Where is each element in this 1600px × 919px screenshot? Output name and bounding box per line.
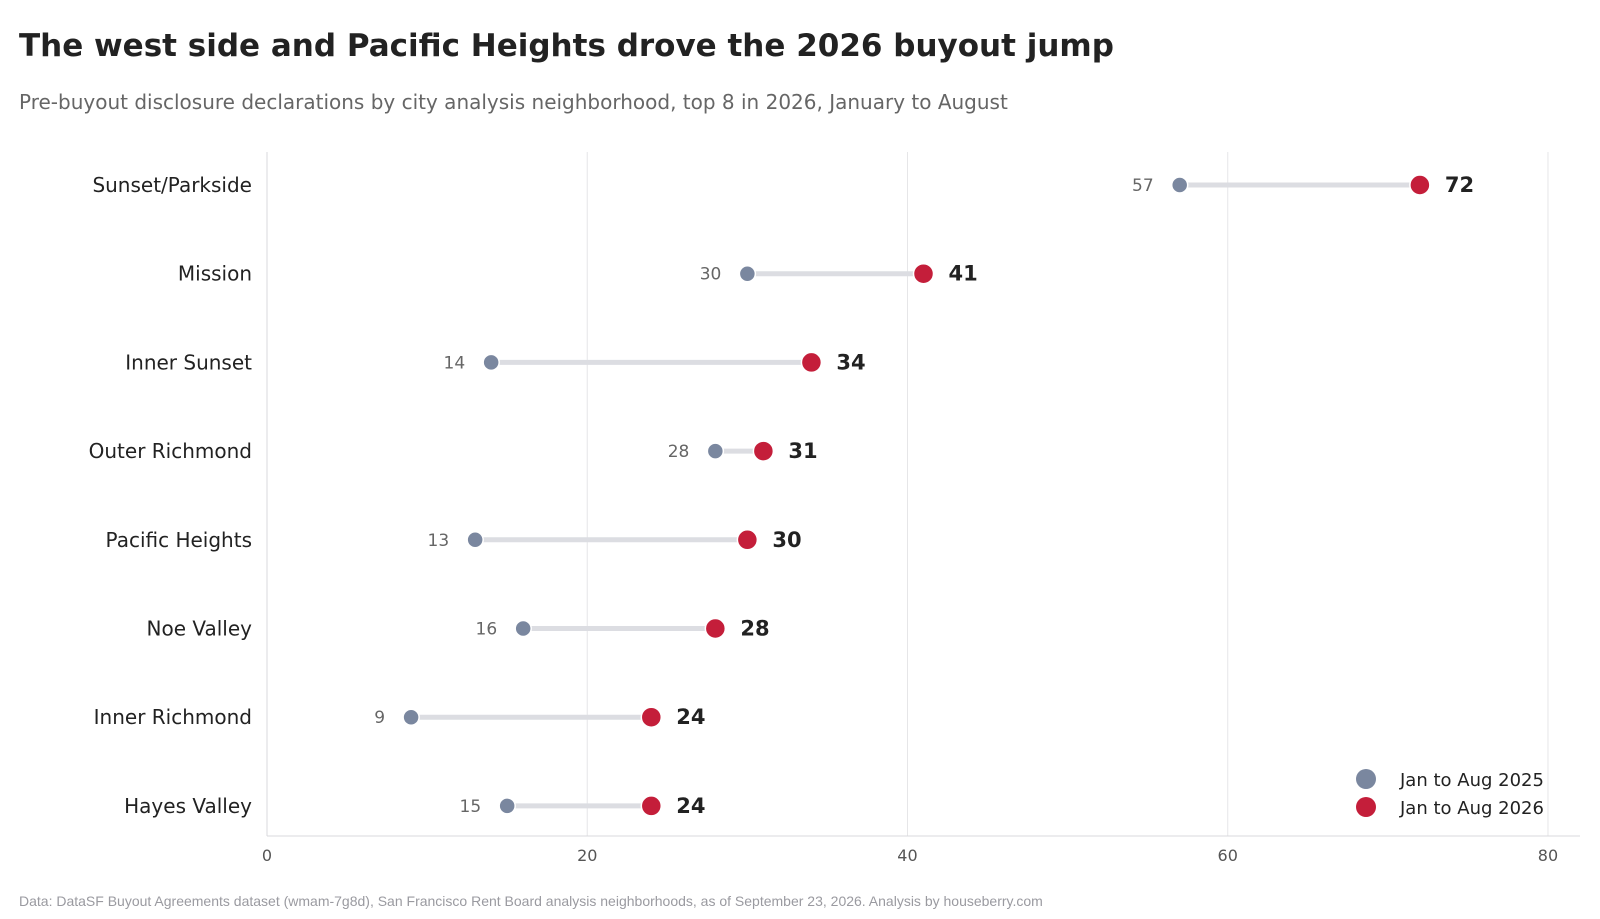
category-label: Sunset/Parkside: [92, 173, 252, 197]
point-2025: [498, 797, 516, 815]
x-tick-label: 0: [262, 846, 272, 865]
legend-label-2025: Jan to Aug 2025: [1399, 770, 1544, 791]
value-label-2026: 34: [836, 350, 865, 374]
point-2026: [912, 262, 935, 285]
category-label: Inner Sunset: [125, 350, 252, 374]
x-tick-label: 60: [1218, 846, 1238, 865]
chart-subtitle: Pre-buyout disclosure declarations by ci…: [19, 90, 1008, 114]
value-label-2026: 28: [740, 617, 769, 641]
point-2026: [736, 529, 759, 551]
value-label-2026: 41: [949, 262, 978, 286]
point-2025: [482, 353, 500, 372]
point-2026: [800, 351, 823, 374]
point-2026: [1409, 174, 1431, 196]
category-label: Hayes Valley: [124, 794, 252, 818]
category-label: Outer Richmond: [89, 439, 252, 463]
x-tick-label: 20: [577, 846, 597, 865]
value-label-2025: 28: [668, 442, 690, 462]
value-label-2026: 30: [772, 528, 801, 552]
point-2026: [752, 440, 775, 462]
x-tick-label: 80: [1538, 846, 1558, 865]
x-tick-label: 40: [897, 846, 917, 865]
source-note: Data: DataSF Buyout Agreements dataset (…: [19, 893, 1043, 909]
point-2025: [706, 442, 725, 460]
value-label-2026: 72: [1445, 173, 1474, 197]
point-2026: [640, 795, 663, 817]
value-label-2025: 15: [460, 797, 482, 817]
value-label-2026: 31: [788, 439, 817, 463]
value-label-2025: 9: [374, 708, 385, 728]
point-2025: [738, 264, 757, 283]
legend-label-2026: Jan to Aug 2026: [1399, 798, 1544, 819]
category-label: Inner Richmond: [94, 705, 252, 729]
point-2025: [466, 531, 484, 549]
point-2026: [704, 617, 727, 640]
category-label: Mission: [178, 262, 252, 286]
category-label: Pacific Heights: [106, 528, 252, 552]
point-2025: [402, 708, 420, 726]
legend-marker-2025: [1356, 769, 1376, 789]
value-label-2026: 24: [676, 794, 705, 818]
value-label-2025: 57: [1132, 176, 1154, 196]
chart-title: The west side and Pacific Heights drove …: [19, 28, 1114, 64]
legend-marker-2026: [1356, 797, 1376, 817]
value-label-2025: 30: [700, 265, 722, 285]
point-2025: [514, 619, 532, 638]
category-label: Noe Valley: [147, 617, 253, 641]
point-2025: [1170, 176, 1189, 194]
value-label-2025: 16: [476, 620, 498, 640]
value-label-2025: 14: [444, 353, 466, 373]
point-2026: [640, 706, 663, 728]
value-label-2025: 13: [428, 531, 450, 551]
value-label-2026: 24: [676, 705, 705, 729]
